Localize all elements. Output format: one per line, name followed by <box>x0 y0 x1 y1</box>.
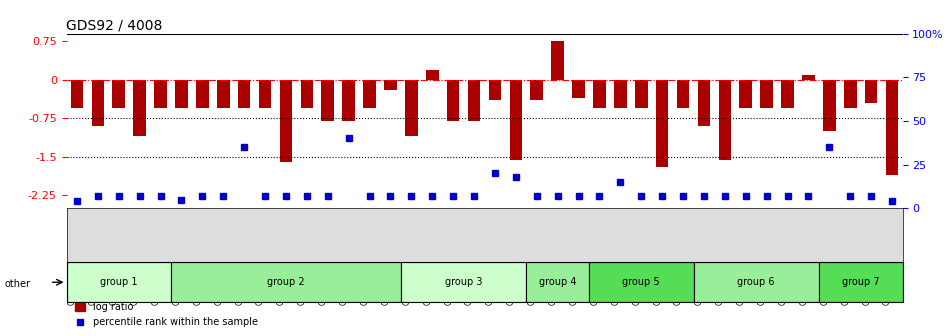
Bar <box>864 80 878 103</box>
FancyBboxPatch shape <box>401 262 526 302</box>
Bar <box>488 80 502 100</box>
Bar <box>238 80 251 108</box>
Bar <box>718 80 732 160</box>
Bar <box>572 80 585 98</box>
Text: group 1: group 1 <box>100 277 138 287</box>
Bar <box>300 80 314 108</box>
FancyBboxPatch shape <box>526 262 589 302</box>
Bar <box>676 80 690 108</box>
Bar <box>384 80 397 90</box>
FancyBboxPatch shape <box>66 262 171 302</box>
Bar <box>175 80 188 108</box>
Bar <box>802 75 815 80</box>
Bar <box>91 80 104 126</box>
FancyBboxPatch shape <box>819 262 902 302</box>
Text: group 6: group 6 <box>737 277 775 287</box>
Bar <box>112 80 125 108</box>
Bar <box>781 80 794 108</box>
Bar <box>196 80 209 108</box>
Bar <box>530 80 543 100</box>
FancyBboxPatch shape <box>171 262 401 302</box>
Bar <box>133 80 146 136</box>
Bar <box>885 80 899 175</box>
Bar <box>760 80 773 108</box>
Bar <box>656 80 669 167</box>
Bar <box>697 80 711 126</box>
Bar <box>426 70 439 80</box>
Text: group 5: group 5 <box>622 277 660 287</box>
Text: group 4: group 4 <box>539 277 577 287</box>
Bar <box>217 80 230 108</box>
Bar <box>844 80 857 108</box>
Bar <box>467 80 481 121</box>
Bar <box>321 80 334 121</box>
Text: group 7: group 7 <box>842 277 880 287</box>
Bar <box>635 80 648 108</box>
Bar <box>279 80 293 162</box>
Text: group 2: group 2 <box>267 277 305 287</box>
Bar <box>363 80 376 108</box>
Bar <box>509 80 522 160</box>
Bar <box>70 80 84 108</box>
Bar <box>614 80 627 108</box>
Bar <box>258 80 272 108</box>
Bar <box>405 80 418 136</box>
Legend: log ratio, percentile rank within the sample: log ratio, percentile rank within the sa… <box>71 298 261 331</box>
FancyBboxPatch shape <box>694 262 819 302</box>
Bar <box>446 80 460 121</box>
FancyBboxPatch shape <box>589 262 694 302</box>
Text: other: other <box>5 279 30 289</box>
Bar <box>739 80 752 108</box>
Bar <box>342 80 355 121</box>
Text: group 3: group 3 <box>445 277 483 287</box>
Text: GDS92 / 4008: GDS92 / 4008 <box>66 18 162 33</box>
Bar <box>823 80 836 131</box>
Bar <box>593 80 606 108</box>
Bar <box>154 80 167 108</box>
Bar <box>551 41 564 80</box>
